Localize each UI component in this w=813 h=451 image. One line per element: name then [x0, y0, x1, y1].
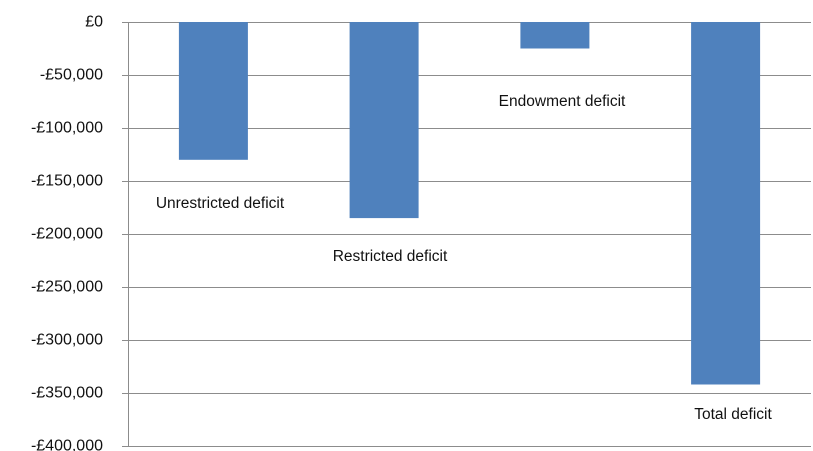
category-label: Unrestricted deficit: [156, 195, 285, 212]
bar-total-deficit: [691, 22, 761, 385]
category-labels: Unrestricted deficit Restricted deficit En…: [156, 93, 773, 423]
bar-endowment-deficit: [520, 22, 590, 49]
category-label: Restricted deficit: [333, 248, 448, 265]
bars: [178, 22, 761, 385]
y-tick-label: -£100,000: [31, 120, 103, 137]
y-tick-label: £0: [85, 14, 103, 31]
category-label: Endowment deficit: [499, 93, 626, 110]
y-tick-label: -£150,000: [31, 173, 103, 190]
category-label: Total deficit: [694, 406, 772, 423]
y-tick-label: -£300,000: [31, 332, 103, 349]
y-tick-label: -£350,000: [31, 385, 103, 402]
y-axis: £0 -£50,000 -£100,000 -£150,000 -£200,000 -£2…: [31, 14, 129, 451]
bar-restricted-deficit: [349, 22, 419, 219]
bar-unrestricted-deficit: [178, 22, 248, 160]
y-tick-label: -£200,000: [31, 226, 103, 243]
y-tick-label: -£250,000: [31, 279, 103, 296]
y-tick-label: -£400,000: [31, 438, 103, 451]
y-tick-label: -£50,000: [40, 67, 103, 84]
